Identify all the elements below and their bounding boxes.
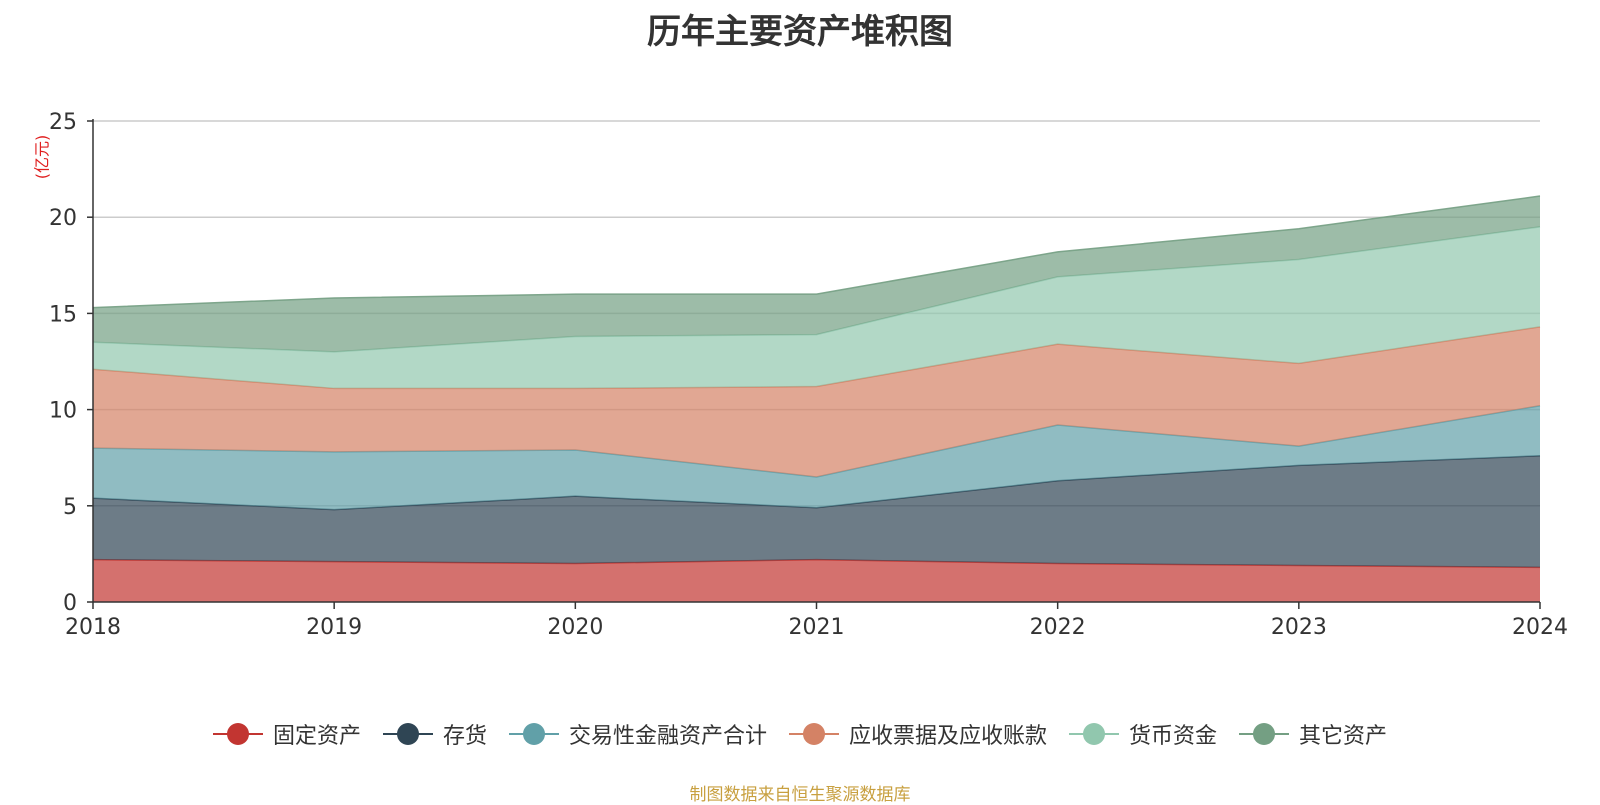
legend-item-3[interactable]: 交易性金融资产合计 <box>508 718 767 750</box>
area-series <box>92 195 1541 602</box>
legend-item-6[interactable]: 其它资产 <box>1239 718 1387 750</box>
area-series-3 <box>93 405 1540 510</box>
x-tick-label: 2024 <box>1512 615 1568 640</box>
x-tick-label: 2020 <box>547 615 603 640</box>
legend: 固定资产 存货 交易性金融资产合计 应收票据及应收账款 货币资金 其它资产 <box>0 718 1600 750</box>
y-tick-label: 15 <box>49 302 77 327</box>
y-tick-label: 25 <box>49 110 77 135</box>
y-tick-label: 10 <box>49 399 77 424</box>
source-note: 制图数据来自恒生聚源数据库 <box>689 785 911 805</box>
legend-item-1[interactable]: 固定资产 <box>212 718 361 750</box>
x-tick-label: 2018 <box>65 615 121 640</box>
legend-swatch <box>212 722 263 746</box>
legend-label: 交易性金融资产合计 <box>568 724 767 749</box>
area-series-6 <box>93 196 1540 352</box>
x-tick-label: 2022 <box>1030 615 1086 640</box>
y-tick-label: 5 <box>63 495 77 520</box>
x-tick-label: 2023 <box>1271 615 1327 640</box>
tick-labels: 0 5 10 15 20 25 2018 2019 2020 2021 2022 2023 2024 <box>49 110 1568 640</box>
area-series-2 <box>93 455 1540 568</box>
legend-label: 货币资金 <box>1129 724 1218 749</box>
legend-label: 固定资产 <box>272 724 361 749</box>
x-tick-label: 2019 <box>306 615 362 640</box>
legend-swatch <box>382 722 433 746</box>
area-series-1 <box>93 559 1540 602</box>
y-tick-label: 0 <box>63 591 77 616</box>
area-series-5 <box>93 226 1540 389</box>
y-tick-label: 20 <box>49 206 77 231</box>
x-tick-label: 2021 <box>789 615 845 640</box>
legend-swatch <box>789 722 839 746</box>
legend-label: 存货 <box>442 724 487 749</box>
legend-label: 应收票据及应收账款 <box>849 724 1048 749</box>
legend-item-5[interactable]: 货币资金 <box>1069 718 1217 750</box>
area-series-4 <box>93 326 1540 477</box>
area-chart: 0 5 10 15 20 25 2018 2019 2020 2021 2022 2023 2024 <box>49 110 1568 640</box>
legend-swatch <box>1239 722 1290 746</box>
axes <box>87 119 1541 609</box>
series-line-6 <box>92 195 1541 309</box>
legend-label: 其它资产 <box>1299 724 1388 749</box>
legend-swatch <box>1069 722 1120 746</box>
chart-title: 历年主要资产堆积图 <box>647 12 953 52</box>
legend-swatch <box>508 722 559 746</box>
legend-item-2[interactable]: 存货 <box>382 718 487 750</box>
legend-item-4[interactable]: 应收票据及应收账款 <box>789 718 1047 750</box>
